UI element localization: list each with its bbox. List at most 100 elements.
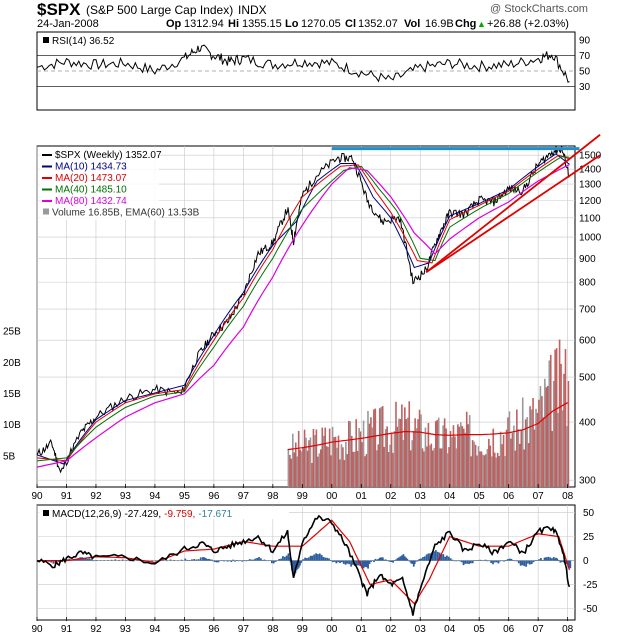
x-tick-label: 01 — [356, 491, 368, 502]
volume-bar — [516, 409, 518, 487]
macd-histogram-bar — [348, 560, 351, 565]
volume-bar — [424, 427, 427, 487]
macd-histogram-bar — [224, 560, 227, 562]
volume-bar — [489, 445, 492, 487]
macd-histogram-bar — [567, 560, 570, 568]
macd-histogram-bar — [484, 559, 487, 561]
macd-histogram-bar — [451, 559, 454, 561]
macd-histogram-bar — [386, 560, 389, 561]
macd-histogram-bar — [504, 559, 507, 561]
macd-histogram-bar — [235, 560, 238, 561]
macd-histogram-bar — [304, 557, 306, 561]
macd-histogram-bar — [186, 559, 189, 561]
security-name: (S&P 500 Large Cap Index) — [86, 3, 234, 17]
macd-histogram-bar — [503, 560, 505, 562]
macd-histogram-bar — [263, 559, 266, 561]
macd-histogram-bar — [519, 560, 522, 566]
volume-bar — [392, 452, 394, 487]
volume-bar — [488, 438, 490, 487]
macd-histogram-bar — [506, 559, 509, 561]
change-value: +26.88 (+2.03%) — [487, 18, 569, 30]
rsi-line — [36, 44, 570, 83]
macd-histogram-bar — [335, 560, 338, 564]
x-tick-label: 01 — [356, 624, 368, 635]
volume-bar — [333, 437, 335, 487]
macd-histogram-bar — [433, 551, 435, 561]
rsi-legend: RSI(14) 36.52 — [52, 36, 115, 47]
macd-histogram-bar — [390, 560, 393, 563]
x-tick-label: 90 — [31, 624, 43, 635]
volume-bar — [498, 455, 500, 487]
x-tick-label: 08 — [562, 491, 574, 502]
volume-bar — [343, 459, 346, 487]
volume-bar — [526, 417, 528, 487]
x-tick-label: 92 — [90, 491, 102, 502]
macd-histogram-bar — [258, 557, 260, 561]
macd-histogram-bar — [322, 556, 325, 561]
volume-bar — [442, 425, 444, 487]
x-tick-label: 94 — [149, 624, 161, 635]
macd-histogram-bar — [333, 560, 336, 562]
price-panel: 300 400 500 600 700 800 900 1000 1100 1200 1300 140… — [3, 134, 602, 488]
macd-histogram-bar — [265, 560, 268, 562]
volume-bar — [480, 451, 483, 487]
macd-histogram-bar — [395, 559, 397, 561]
macd-histogram-bar — [373, 560, 375, 563]
volume-label: Vol — [404, 18, 421, 30]
x-tick-label: 96 — [208, 624, 220, 635]
macd-histogram-bar — [245, 560, 247, 562]
price-legend-entry: MA(80) 1432.74 — [55, 196, 127, 207]
price-y-tick-label: 1300 — [579, 180, 602, 191]
macd-histogram-bar — [357, 560, 360, 566]
volume-bar — [557, 413, 559, 487]
macd-histogram-bar — [221, 560, 224, 561]
volume-bar — [434, 421, 437, 487]
volume-bar — [445, 428, 447, 487]
macd-panel: -50 -25 0 25 50 MACD(12,26,9) -27.429, -9.759,… — [36, 504, 598, 621]
volume-bar — [328, 428, 331, 487]
macd-histogram-bar — [551, 558, 553, 561]
volume-bar — [455, 448, 458, 487]
volume-bar — [451, 437, 453, 487]
volume-bar — [452, 425, 455, 487]
macd-histogram-bar — [169, 559, 172, 561]
volume-bar — [362, 420, 365, 487]
volume-bar — [293, 452, 296, 487]
macd-legend-value: -27.429, — [124, 509, 161, 520]
macd-histogram-bar — [377, 558, 380, 561]
volume-bar — [381, 406, 384, 487]
macd-histogram-bar — [408, 560, 411, 562]
macd-histogram-bar — [151, 560, 154, 562]
x-tick-label: 00 — [326, 491, 338, 502]
macd-histogram-bar — [232, 559, 235, 561]
macd-legend-label: MACD(12,26,9) — [52, 509, 121, 520]
macd-histogram-bar — [267, 560, 270, 562]
macd-panel-frame — [36, 504, 576, 621]
volume-bar — [510, 438, 512, 487]
volume-bar — [287, 449, 290, 487]
macd-histogram-bar — [339, 560, 341, 564]
macd-histogram-bar — [300, 560, 302, 564]
macd-histogram-bar — [195, 559, 198, 561]
volume-bar — [384, 429, 387, 487]
macd-histogram-bar — [381, 557, 384, 561]
macd-histogram-bar — [254, 558, 257, 561]
price-y-tick-label: 400 — [579, 418, 596, 429]
macd-histogram-bar — [406, 558, 409, 561]
macd-histogram-bar — [370, 560, 372, 562]
volume-bar — [496, 452, 499, 487]
volume-bar — [361, 442, 363, 487]
price-y-tick-label: 900 — [579, 254, 596, 265]
x-tick-label: 93 — [120, 624, 132, 635]
quote-date: 24-Jan-2008 — [37, 18, 99, 30]
volume-bar — [336, 447, 338, 487]
volume-bar — [297, 430, 300, 487]
macd-histogram-bar — [329, 559, 332, 561]
volume-bar — [411, 440, 413, 487]
macd-histogram-bar — [83, 558, 85, 561]
macd-histogram-bar — [199, 557, 202, 561]
macd-histogram-bar — [324, 557, 327, 561]
volume-bar — [495, 457, 498, 487]
volume-bar — [467, 424, 469, 487]
